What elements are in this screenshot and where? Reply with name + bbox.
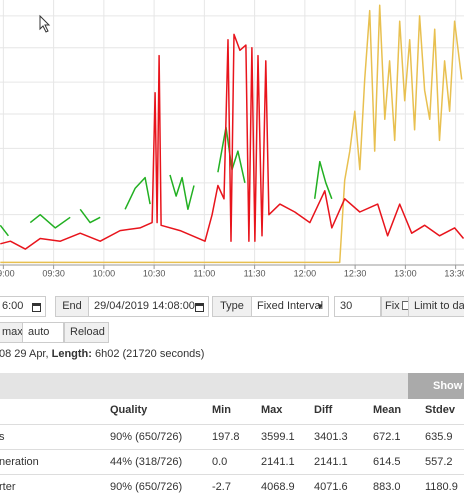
table-cell: 3599.1 <box>261 431 295 443</box>
x-tick-label: 11:00 <box>193 268 215 278</box>
series-line <box>0 4 463 264</box>
table-cell: 0.0 <box>212 456 228 468</box>
x-tick-label: 11:30 <box>244 268 266 278</box>
show-columns-button[interactable]: Show c <box>408 373 464 399</box>
row-divider <box>0 424 464 425</box>
limit-label[interactable]: Limit to data <box>408 296 464 317</box>
table-cell: s <box>0 431 5 443</box>
row-divider <box>0 449 464 450</box>
end-input[interactable]: 29/04/2019 14:08:00 <box>88 296 209 317</box>
table-cell: 635.9 <box>425 431 453 443</box>
table-cell: 3401.3 <box>314 431 348 443</box>
table-cell: 197.8 <box>212 431 240 443</box>
table-cell: 672.1 <box>373 431 401 443</box>
x-tick-label: 12:00 <box>294 268 317 278</box>
table-cell: 4071.6 <box>314 481 348 493</box>
table-cell: 90% (650/726) <box>110 481 183 493</box>
table-cell: -2.7 <box>212 481 231 493</box>
x-tick-label: 09:00 <box>0 268 15 278</box>
table-header-bar <box>0 373 464 399</box>
table-cell: 44% (318/726) <box>110 456 183 468</box>
column-header: Max <box>261 404 283 416</box>
x-tick-label: 09:30 <box>42 268 65 278</box>
info-line: 08 29 Apr, Length: 6h02 (21720 seconds) <box>0 348 204 360</box>
table-cell: 90% (650/726) <box>110 431 183 443</box>
end-value: 29/04/2019 14:08:00 <box>94 300 195 312</box>
fix-label: Fix <box>385 300 400 312</box>
type-select[interactable]: Fixed Interval ▼ <box>251 296 329 317</box>
column-header: Mean <box>373 404 402 416</box>
x-tick-label: 13:30 <box>444 268 464 278</box>
table-cell: 2141.1 <box>261 456 295 468</box>
start-input[interactable]: 6:00 <box>0 296 46 317</box>
dropdown-arrow: ▼ <box>316 302 324 311</box>
column-header: Diff <box>314 404 333 416</box>
calendar-icon <box>195 303 204 312</box>
length-value: 6h02 (21720 seconds) <box>91 348 205 360</box>
start-value: 6:00 <box>2 300 24 312</box>
length-label: Length: <box>51 348 92 360</box>
table-cell: 557.2 <box>425 456 453 468</box>
max-label: max <box>0 322 23 343</box>
table-cell: 2141.1 <box>314 456 348 468</box>
end-label: End <box>55 296 89 317</box>
series-line <box>0 126 333 237</box>
mouse-cursor <box>39 14 51 33</box>
fix-checkbox[interactable]: Fix <box>381 296 409 317</box>
checkbox[interactable] <box>401 301 408 310</box>
calendar-icon <box>32 303 41 312</box>
table-cell: rter <box>0 481 16 493</box>
chart: 09:00 09:30 10:00 10:30 11:00 11:30 12:00 12:30… <box>0 0 464 278</box>
row-divider <box>0 474 464 475</box>
column-header: Stdev <box>425 404 455 416</box>
x-tick-label: 10:30 <box>143 268 166 278</box>
column-header: Min <box>212 404 231 416</box>
table-cell: 1180.9 <box>425 481 458 493</box>
interval-input[interactable]: 30 <box>334 296 381 317</box>
table-cell: neration <box>0 456 39 468</box>
series-line <box>0 33 464 250</box>
x-tick-label: 10:00 <box>93 268 116 278</box>
table-cell: 883.0 <box>373 481 401 493</box>
x-tick-label: 13:00 <box>394 268 417 278</box>
column-header: Quality <box>110 404 148 416</box>
x-tick-label: 12:30 <box>344 268 367 278</box>
type-value: Fixed Interval <box>257 300 324 312</box>
max-input[interactable]: auto <box>22 322 64 343</box>
table-cell: 614.5 <box>373 456 401 468</box>
table-cell: 4068.9 <box>261 481 295 493</box>
info-start: 08 29 Apr, <box>0 348 52 360</box>
reload-button[interactable]: Reload <box>64 322 109 343</box>
